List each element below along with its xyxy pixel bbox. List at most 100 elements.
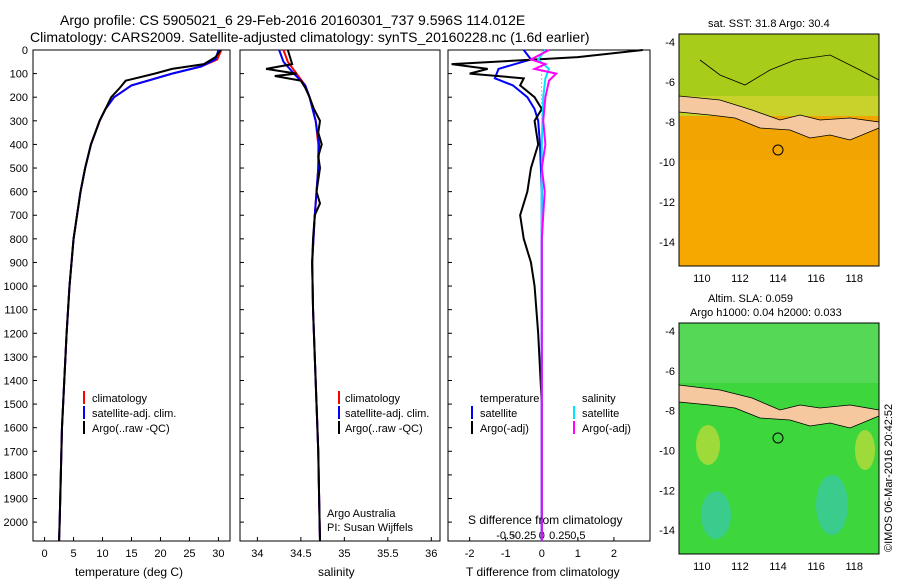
sst-map-title: sat. SST: 31.8 Argo: 30.4 <box>708 18 830 30</box>
sal-panel-frame <box>239 49 441 542</box>
depth-tick-label: 600 <box>10 187 28 199</box>
series-line-argo-raw-qc- <box>265 49 323 542</box>
map-lat-label: -6 <box>665 366 675 378</box>
depth-tick-label: 1900 <box>4 494 28 506</box>
temp-legend-argo: Argo(..raw -QC) <box>92 423 170 435</box>
sal-legend-argo: Argo(..raw -QC) <box>345 423 423 435</box>
sla-map-yellowpatch <box>696 425 720 465</box>
x-tick-label: 0 <box>42 548 48 560</box>
depth-tick-label: 1700 <box>4 446 28 458</box>
map-lat-label: -4 <box>665 37 675 49</box>
x-tick-label: 34 <box>251 548 263 560</box>
series-line-climatology <box>282 49 321 542</box>
diff-legend-targo: Argo(-adj) <box>480 423 529 435</box>
series-line-satellite-adj-clim- <box>58 49 220 542</box>
map-lon-label: 110 <box>693 273 711 285</box>
temp-xlabel: temperature (deg C) <box>75 565 183 579</box>
depth-tick-label: 1600 <box>4 423 28 435</box>
sla-map-yellowpatch2 <box>855 430 875 470</box>
sal-legend-sat: satellite-adj. clim. <box>345 408 429 420</box>
map-lon-label: 116 <box>807 273 825 285</box>
depth-tick-label: 800 <box>10 234 28 246</box>
map-lat-label: -10 <box>659 445 675 457</box>
x-tick-label: 0 <box>539 548 545 560</box>
depth-tick-label: 900 <box>10 257 28 269</box>
diff-legend-ssat: satellite <box>582 408 619 420</box>
depth-tick-label: 1000 <box>4 281 28 293</box>
map-lon-label: 116 <box>807 561 825 573</box>
sla-map-title1: Altim. SLA: 0.059 <box>708 293 793 305</box>
map-lon-label: 114 <box>769 561 787 573</box>
x-tick-label: 2 <box>611 548 617 560</box>
x-tick-label: -2 <box>465 548 475 560</box>
imos-timestamp: ©IMOS 06-Mar-2016 20:42:52 <box>883 403 895 552</box>
sst-map-frame <box>678 33 880 267</box>
title-line1: Argo profile: CS 5905021_6 29-Feb-2016 2… <box>60 12 526 28</box>
sla-map-land <box>678 384 880 429</box>
sla-map-north <box>679 323 879 383</box>
map-lat-label: -4 <box>665 326 675 338</box>
x-tick-label: 15 <box>125 548 137 560</box>
sst-map-southwarm <box>679 160 879 266</box>
sst-map-coast <box>699 54 880 86</box>
map-lat-label: -8 <box>665 117 675 129</box>
sla-map: Altim. SLA: 0.059 Argo h1000: 0.04 h2000… <box>678 293 880 555</box>
x-tick-label: 10 <box>96 548 108 560</box>
sst-map: sat. SST: 31.8 Argo: 30.4 <box>678 18 880 267</box>
x-tick-label: 35 <box>338 548 350 560</box>
sst-map-land <box>678 95 880 141</box>
s-tick-label: -0.25 <box>511 530 536 542</box>
diff-legend-tsat: satellite <box>480 408 517 420</box>
sla-map-frame <box>678 322 880 555</box>
diff-legend-t-head: temperature <box>480 393 539 405</box>
map-lon-label: 110 <box>693 561 711 573</box>
depth-tick-label: 400 <box>10 139 28 151</box>
diff-slabel: S difference from climatology <box>468 513 623 527</box>
sst-argo-location <box>772 144 784 156</box>
depth-tick-label: 200 <box>10 92 28 104</box>
map-lat-label: -12 <box>659 485 675 497</box>
diff-legend-s-head: salinity <box>582 393 616 405</box>
sst-map-north <box>679 34 879 96</box>
temp-panel-frame <box>32 49 231 542</box>
x-tick-label: 34.5 <box>290 548 311 560</box>
x-tick-label: -1 <box>501 548 511 560</box>
s-tick-label: 0.5 <box>570 530 585 542</box>
map-lat-label: -14 <box>659 237 675 249</box>
series-line-temperature-argo-adj- <box>451 49 643 541</box>
depth-tick-label: 1400 <box>4 375 28 387</box>
x-tick-label: 35.5 <box>377 548 398 560</box>
depth-tick-label: 0 <box>22 45 28 57</box>
depth-tick-label: 1800 <box>4 470 28 482</box>
temp-legend-clim: climatology <box>92 393 148 405</box>
credit-line2: PI: Susan Wijffels <box>327 522 413 534</box>
sla-map-title2: Argo h1000: 0.04 h2000: 0.033 <box>690 307 842 319</box>
depth-tick-label: 100 <box>10 69 28 81</box>
x-tick-label: 36 <box>425 548 437 560</box>
map-lat-label: -10 <box>659 157 675 169</box>
s-tick-label: -0.5 <box>496 530 515 542</box>
sal-legend-clim: climatology <box>345 393 401 405</box>
map-lon-label: 112 <box>731 273 749 285</box>
map-lat-label: -8 <box>665 406 675 418</box>
x-tick-label: 30 <box>212 548 224 560</box>
depth-tick-label: 2000 <box>4 517 28 529</box>
series-line-satellite-adj-clim- <box>278 49 321 542</box>
depth-tick-label: 700 <box>10 210 28 222</box>
s-tick-label: 0.25 <box>549 530 570 542</box>
x-tick-label: 1 <box>575 548 581 560</box>
depth-tick-label: 1200 <box>4 328 28 340</box>
series-line-climatology <box>58 49 223 542</box>
depth-tick-label: 300 <box>10 116 28 128</box>
x-tick-label: 20 <box>154 548 166 560</box>
map-lon-label: 118 <box>845 561 863 573</box>
series-line-argo-raw-qc- <box>58 49 222 542</box>
temp-legend-sat: satellite-adj. clim. <box>92 408 176 420</box>
map-lon-label: 118 <box>845 273 863 285</box>
sal-xlabel: salinity <box>318 565 355 579</box>
diff-legend-sargo: Argo(-adj) <box>582 423 631 435</box>
map-lat-label: -6 <box>665 77 675 89</box>
depth-tick-label: 500 <box>10 163 28 175</box>
title-line2: Climatology: CARS2009. Satellite-adjuste… <box>30 29 590 45</box>
